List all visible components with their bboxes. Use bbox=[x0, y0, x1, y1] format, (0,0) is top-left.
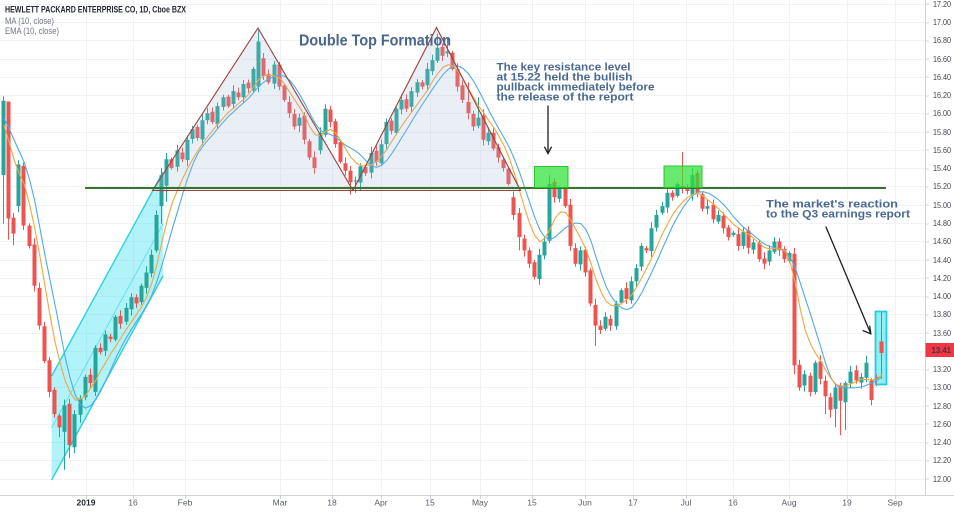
svg-text:12.80: 12.80 bbox=[933, 401, 951, 411]
svg-text:16.00: 16.00 bbox=[933, 108, 951, 118]
svg-text:13.41: 13.41 bbox=[932, 345, 952, 355]
svg-text:EMA (10, close): EMA (10, close) bbox=[5, 26, 59, 36]
svg-text:12.00: 12.00 bbox=[933, 474, 951, 484]
svg-text:13.00: 13.00 bbox=[933, 382, 951, 392]
svg-text:16.20: 16.20 bbox=[933, 90, 951, 100]
svg-text:Feb: Feb bbox=[178, 498, 193, 508]
svg-text:14.60: 14.60 bbox=[933, 236, 951, 246]
svg-text:14.40: 14.40 bbox=[933, 255, 951, 265]
svg-text:12.20: 12.20 bbox=[933, 455, 951, 465]
svg-text:the release of the report: the release of the report bbox=[497, 92, 634, 104]
svg-text:May: May bbox=[472, 498, 489, 508]
svg-text:15.40: 15.40 bbox=[933, 163, 951, 173]
svg-text:15.20: 15.20 bbox=[933, 181, 951, 191]
svg-text:15: 15 bbox=[527, 498, 537, 508]
svg-text:Jun: Jun bbox=[578, 498, 592, 508]
svg-text:14.80: 14.80 bbox=[933, 218, 951, 228]
svg-text:16.60: 16.60 bbox=[933, 54, 951, 64]
svg-text:Aug: Aug bbox=[781, 498, 796, 508]
svg-text:HEWLETT PACKARD ENTERPRISE CO,: HEWLETT PACKARD ENTERPRISE CO, 1D, Cboe … bbox=[5, 5, 186, 15]
svg-text:15: 15 bbox=[425, 498, 435, 508]
svg-text:13.20: 13.20 bbox=[933, 364, 951, 374]
svg-text:2019: 2019 bbox=[77, 498, 96, 508]
svg-text:16.80: 16.80 bbox=[933, 35, 951, 45]
svg-text:Mar: Mar bbox=[273, 498, 288, 508]
svg-text:16: 16 bbox=[128, 498, 138, 508]
svg-text:15.00: 15.00 bbox=[933, 200, 951, 210]
svg-text:12.40: 12.40 bbox=[933, 437, 951, 447]
svg-text:15.80: 15.80 bbox=[933, 127, 951, 137]
svg-text:15.60: 15.60 bbox=[933, 145, 951, 155]
svg-text:14.00: 14.00 bbox=[933, 291, 951, 301]
svg-text:Sep: Sep bbox=[887, 498, 902, 508]
svg-text:17.00: 17.00 bbox=[933, 17, 951, 27]
svg-text:16: 16 bbox=[728, 498, 738, 508]
svg-text:MA (10, close): MA (10, close) bbox=[5, 16, 54, 26]
svg-text:19: 19 bbox=[842, 498, 852, 508]
svg-text:12.60: 12.60 bbox=[933, 419, 951, 429]
svg-text:13.80: 13.80 bbox=[933, 309, 951, 319]
svg-text:Apr: Apr bbox=[374, 498, 387, 508]
svg-text:to the Q3 earnings report: to the Q3 earnings report bbox=[766, 209, 910, 221]
svg-text:14.20: 14.20 bbox=[933, 273, 951, 283]
svg-text:18: 18 bbox=[327, 498, 337, 508]
svg-text:Double Top Formation: Double Top Formation bbox=[299, 33, 451, 50]
svg-text:17.20: 17.20 bbox=[933, 0, 951, 9]
svg-text:17: 17 bbox=[628, 498, 638, 508]
svg-text:16.40: 16.40 bbox=[933, 72, 951, 82]
svg-text:Jul: Jul bbox=[681, 498, 692, 508]
svg-text:13.60: 13.60 bbox=[933, 328, 951, 338]
